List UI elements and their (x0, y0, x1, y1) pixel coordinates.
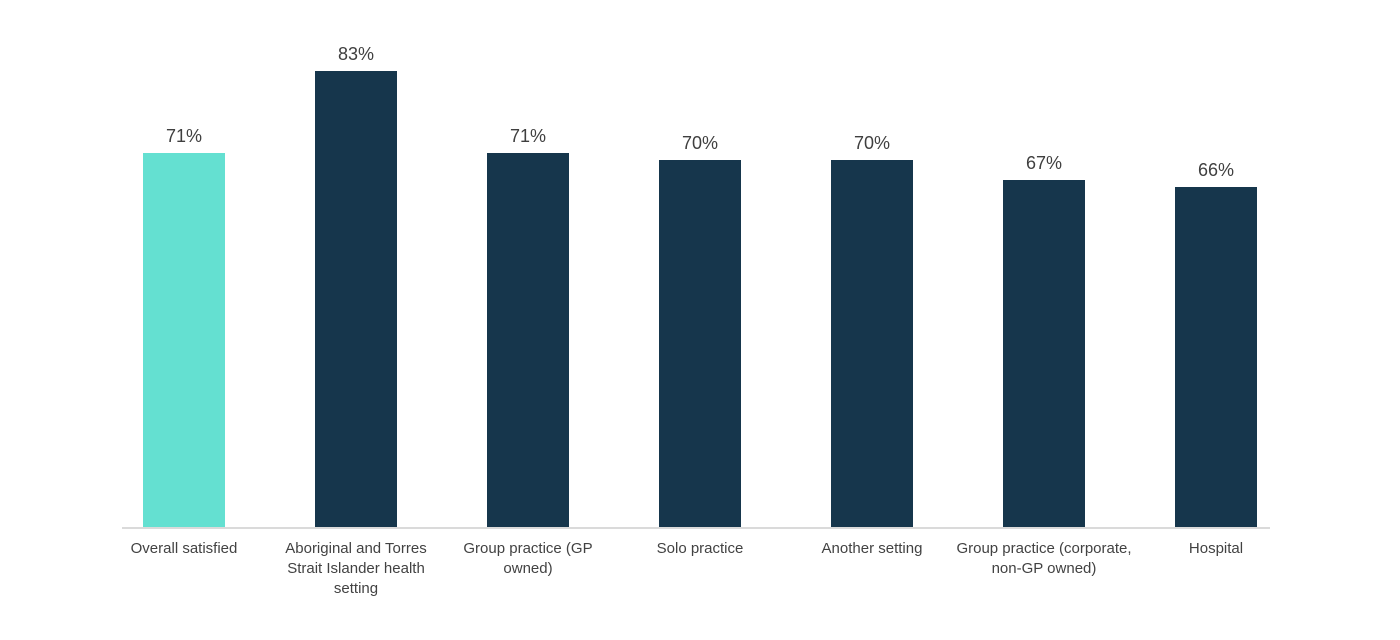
bar (831, 160, 913, 527)
bar (659, 160, 741, 527)
bar-value-label: 70% (681, 133, 719, 153)
bar-value-label: 71% (165, 126, 203, 146)
bar-value-label: 66% (1197, 160, 1235, 180)
bar-value-label: 67% (1025, 153, 1063, 173)
bar-value-label: 71% (509, 126, 547, 146)
bar (1003, 180, 1085, 527)
category-label: Overall satisfied (130, 540, 238, 557)
category-label: Group practice (corporate, non-GP owned) (956, 540, 1132, 577)
bar (487, 153, 569, 527)
category-label: Solo practice (656, 540, 744, 557)
category-label: Group practice (GP owned) (463, 540, 593, 577)
bar-value-label: 70% (853, 133, 891, 153)
category-label: Hospital (1188, 540, 1244, 557)
bar-highlight (143, 153, 225, 527)
category-label: Another setting (821, 540, 923, 557)
bar (1175, 187, 1257, 527)
bar-value-label: 83% (337, 44, 375, 64)
bar (315, 71, 397, 527)
x-axis-line (122, 527, 1270, 529)
category-label: Aboriginal and Torres Strait Islander he… (285, 540, 427, 597)
